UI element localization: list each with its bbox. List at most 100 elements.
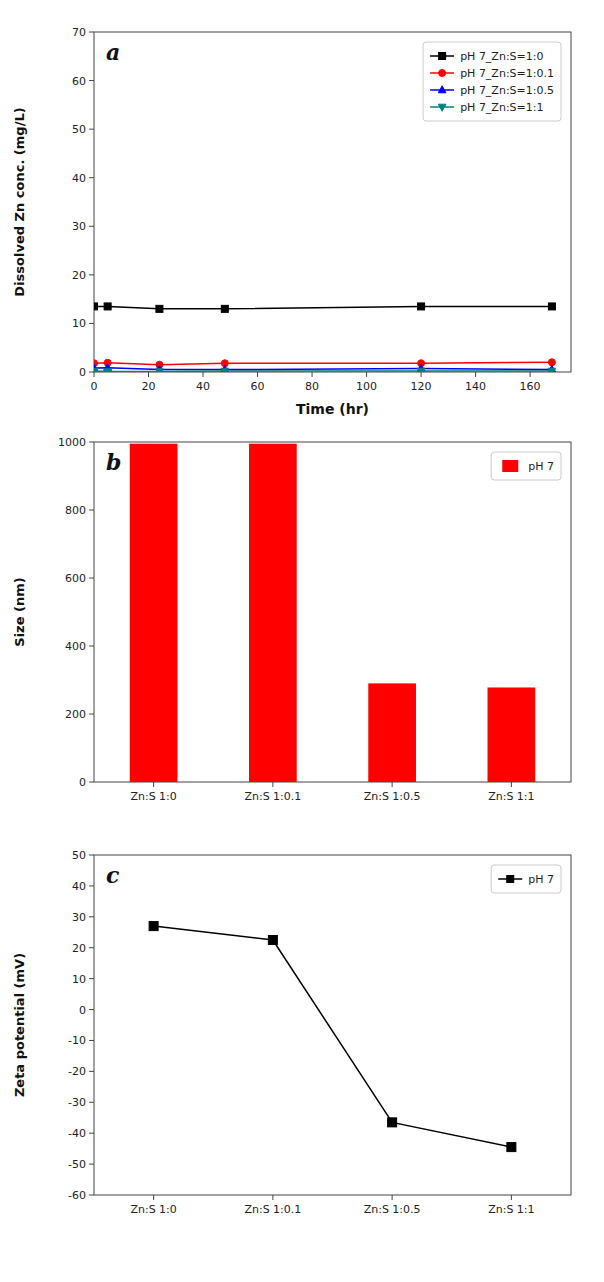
x-tick-label: 100 <box>356 380 377 393</box>
y-tick-label: 20 <box>72 269 86 282</box>
point <box>548 303 555 310</box>
legend: pH 7_Zn:S=1:0pH 7_Zn:S=1:0.1pH 7_Zn:S=1:… <box>423 42 561 121</box>
y-tick-label: 50 <box>72 849 86 862</box>
panel-title: b <box>106 449 121 475</box>
y-tick-label: 10 <box>72 317 86 330</box>
x-tick-label: 0 <box>91 380 98 393</box>
y-tick-label: 40 <box>72 880 86 893</box>
x-tick-label: 160 <box>520 380 541 393</box>
legend-box <box>491 452 561 480</box>
y-tick-label: -10 <box>68 1034 86 1047</box>
y-tick-label: 200 <box>65 708 86 721</box>
y-tick <box>89 510 94 511</box>
plot-area <box>149 922 516 1152</box>
x-tick <box>530 372 531 377</box>
panel-title: c <box>106 862 120 888</box>
point <box>221 305 228 312</box>
x-tick-label: 120 <box>411 380 432 393</box>
y-tick <box>89 782 94 783</box>
y-tick <box>89 1133 94 1134</box>
point <box>268 936 277 945</box>
y-tick-label: 1000 <box>58 436 86 449</box>
x-tick <box>148 372 149 377</box>
legend-swatch <box>502 460 518 472</box>
y-tick <box>89 1071 94 1072</box>
y-tick <box>89 1195 94 1196</box>
x-tick-label: 60 <box>251 380 265 393</box>
point <box>221 368 229 372</box>
x-tick <box>392 782 393 787</box>
legend-label: pH 7_Zn:S=1:1 <box>460 101 543 114</box>
bar <box>130 444 178 782</box>
y-tick <box>89 80 94 81</box>
y-tick <box>89 714 94 715</box>
legend-marker <box>507 876 514 883</box>
x-tick-label: 140 <box>465 380 486 393</box>
x-tick <box>203 372 204 377</box>
y-tick-label: 400 <box>65 640 86 653</box>
x-tick-label: Zn:S 1:0.1 <box>244 790 301 803</box>
x-tick <box>392 1195 393 1200</box>
x-axis-label: Time (hr) <box>296 401 369 417</box>
x-tick-label: 40 <box>196 380 210 393</box>
plot-area <box>94 303 556 372</box>
x-tick-label: 80 <box>305 380 319 393</box>
legend-marker <box>439 70 446 77</box>
plot-area <box>130 444 535 782</box>
y-tick <box>89 442 94 443</box>
y-tick-label: 600 <box>65 572 86 585</box>
y-tick-label: 30 <box>72 220 86 233</box>
panel: 010203040506070020406080100120140160Time… <box>12 26 571 417</box>
point <box>548 368 556 372</box>
y-tick-label: 50 <box>72 123 86 136</box>
point <box>156 305 163 312</box>
y-tick <box>89 646 94 647</box>
x-tick <box>257 372 258 377</box>
y-tick-label: 800 <box>65 504 86 517</box>
x-tick-label: Zn:S 1:1 <box>488 790 534 803</box>
point <box>418 303 425 310</box>
point <box>104 303 111 310</box>
x-tick-label: Zn:S 1:0 <box>130 1203 176 1216</box>
y-tick <box>89 32 94 33</box>
legend-marker <box>439 53 446 60</box>
point <box>94 368 98 372</box>
x-tick-label: Zn:S 1:0 <box>130 790 176 803</box>
x-tick <box>511 1195 512 1200</box>
y-axis-label: Size (nm) <box>12 577 27 646</box>
y-tick-label: 10 <box>72 973 86 986</box>
point <box>104 369 112 372</box>
y-tick-label: -40 <box>68 1127 86 1140</box>
panel: 0 200 400 600 800 1000 Zn:S 1:0 Zn:S 1:0.1 Zn:S … <box>12 436 571 803</box>
y-tick-label: 20 <box>72 942 86 955</box>
point <box>417 368 425 372</box>
y-tick <box>89 916 94 917</box>
legend: pH 7 <box>491 865 561 893</box>
y-tick <box>89 885 94 886</box>
y-tick <box>89 1040 94 1041</box>
y-tick-label: 0 <box>79 776 86 789</box>
panel: -60-50-40-30-20-1001020304050Zn:S 1:0Zn:… <box>12 849 571 1216</box>
legend-label: pH 7_Zn:S=1:0.5 <box>460 84 554 97</box>
legend-label: pH 7 <box>528 873 554 886</box>
x-tick <box>312 372 313 377</box>
bar <box>488 687 536 782</box>
x-tick <box>421 372 422 377</box>
y-tick <box>89 372 94 373</box>
legend-box <box>423 42 561 121</box>
plot-frame <box>94 32 571 372</box>
y-tick-label: 0 <box>79 1004 86 1017</box>
y-tick <box>89 578 94 579</box>
y-tick-label: -30 <box>68 1096 86 1109</box>
series-line <box>154 926 512 1147</box>
point <box>94 303 98 310</box>
x-tick-label: Zn:S 1:1 <box>488 1203 534 1216</box>
y-tick <box>89 1164 94 1165</box>
x-tick <box>272 1195 273 1200</box>
y-axis-label: Zeta potential (mV) <box>12 953 27 1097</box>
figure: 010203040506070020406080100120140160Time… <box>0 0 604 1282</box>
x-tick <box>366 372 367 377</box>
x-tick-label: Zn:S 1:0.5 <box>364 1203 421 1216</box>
x-tick <box>153 1195 154 1200</box>
x-tick <box>272 782 273 787</box>
